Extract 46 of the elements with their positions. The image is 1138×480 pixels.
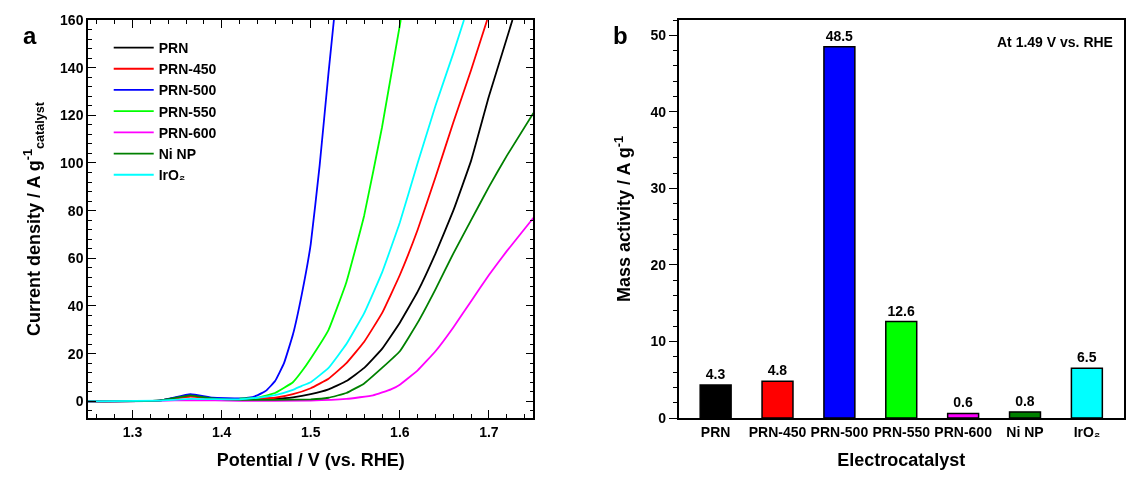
x-tick-label: PRN-600 [934,423,993,440]
legend-label: PRN-550 [158,103,217,120]
y-tick-label: 10 [650,333,667,350]
y-tick-label: 80 [67,202,84,219]
data-label: 0.8 [1015,392,1035,409]
x-tick-label: PRN [700,423,731,440]
x-tick-label: 1.7 [479,423,499,440]
annotation: At 1.49 V vs. RHE [997,34,1113,50]
x-axis-title: Electrocatalyst [837,450,966,471]
legend-label: Ni NP [158,146,197,162]
x-tick-label: PRN-550 [872,423,931,440]
y-tick-label: 20 [67,345,84,362]
chart-title: b [613,22,628,49]
y-tick-label: 0 [658,409,667,426]
data-label: 4.8 [767,362,788,379]
y-tick-label: 100 [60,154,84,171]
legend-label: IrO₂ [158,167,186,184]
x-tick-label: PRN-500 [810,423,869,440]
legend-label: PRN [158,40,189,56]
x-tick-label: PRN-450 [748,423,807,440]
y-tick-label: 40 [67,297,84,314]
y-tick-label: 120 [60,107,84,124]
data-label: 6.5 [1077,349,1097,366]
x-tick-label: 1.3 [122,423,143,440]
y-tick-label: 60 [67,250,84,267]
data-label: 4.3 [705,366,726,383]
x-tick-label: 1.4 [211,423,232,440]
legend-label: PRN-600 [158,124,217,141]
chart-title: a [23,22,37,49]
y-tick-label: 40 [650,103,667,120]
y-tick-label: 160 [60,11,84,28]
x-axis-title: Potential / V (vs. RHE) [216,450,405,471]
y-tick-label: 20 [650,256,667,273]
x-tick-label: 1.6 [390,423,410,440]
data-label: 48.5 [825,27,854,44]
legend-label: PRN-450 [158,61,217,78]
data-label: 12.6 [887,302,915,319]
y-tick-label: 30 [650,180,667,197]
legend-label: PRN-500 [158,82,217,99]
x-tick-label: 1.5 [301,423,321,440]
x-tick-label: Ni NP [1006,423,1044,440]
y-tick-label: 0 [75,393,84,410]
x-tick-label: IrO₂ [1073,423,1101,440]
data-label: 0.6 [953,394,973,411]
y-tick-label: 50 [650,27,667,44]
y-tick-label: 140 [60,59,84,76]
